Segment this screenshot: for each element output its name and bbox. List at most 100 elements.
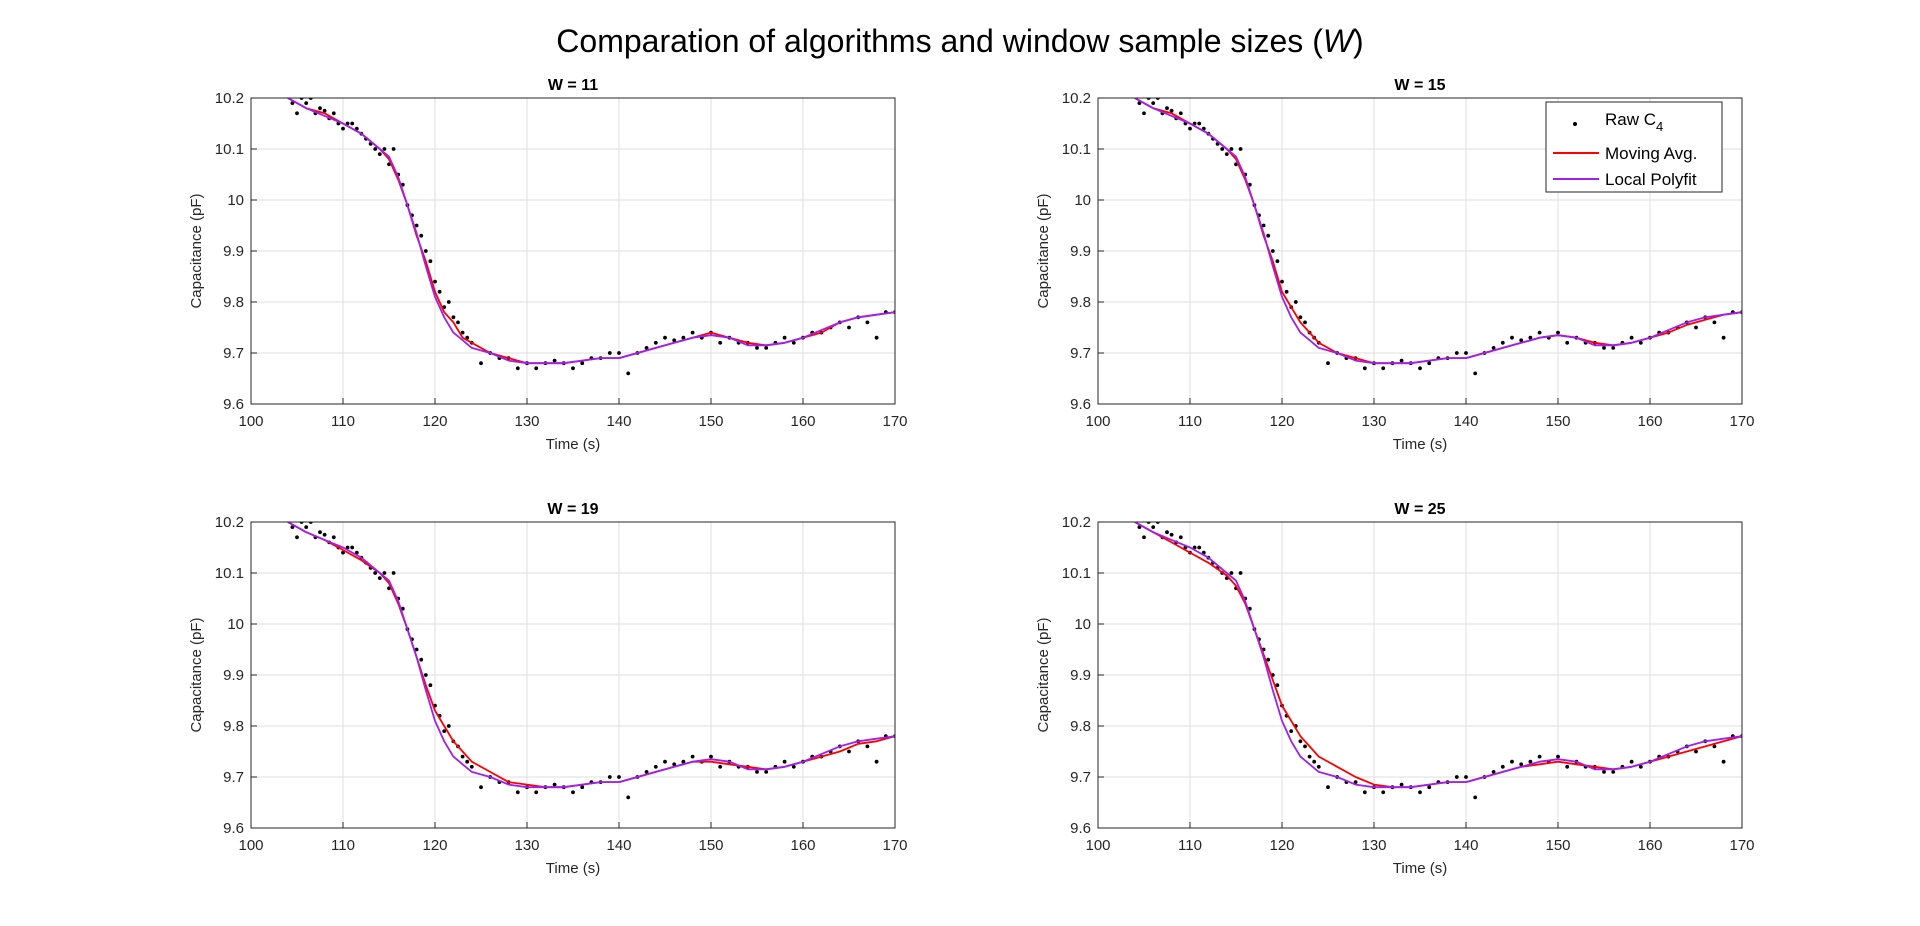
y-tick-label: 9.9	[1070, 667, 1091, 684]
y-tick-label: 10.1	[1062, 141, 1091, 158]
raw-data-point	[1142, 535, 1146, 540]
raw-data-point	[345, 545, 350, 550]
local-polyfit-line	[287, 522, 895, 789]
axes-box	[1097, 97, 1743, 405]
raw-data-point	[534, 790, 539, 795]
axes-box	[1097, 521, 1743, 829]
raw-data-point	[1537, 754, 1542, 759]
raw-data-point	[626, 795, 631, 800]
raw-data-point	[1303, 744, 1307, 749]
raw-data-point	[782, 759, 787, 764]
plot-content	[1134, 98, 1742, 376]
x-tick-label: 150	[698, 413, 723, 430]
raw-data-point	[437, 289, 442, 294]
raw-data-point	[345, 121, 350, 126]
raw-data-point	[1427, 361, 1432, 366]
y-tick-label: 10.1	[1062, 565, 1091, 582]
raw-data-point	[1266, 657, 1271, 662]
x-tick-label: 130	[514, 837, 539, 854]
raw-data-point	[290, 525, 295, 529]
raw-data-point	[465, 335, 470, 340]
raw-data-point	[718, 340, 723, 345]
raw-data-point	[1473, 371, 1478, 376]
raw-data-point	[1298, 315, 1303, 320]
y-tick-label: 10	[1074, 616, 1091, 633]
raw-data-point	[382, 571, 387, 575]
raw-data-point	[1326, 785, 1330, 790]
plot-content	[1134, 522, 1742, 800]
raw-data-point	[1238, 571, 1243, 575]
raw-data-point	[391, 571, 396, 575]
y-tick-label: 10	[227, 192, 244, 209]
raw-data-point	[1275, 259, 1280, 264]
y-tick-label: 10.2	[215, 90, 244, 107]
subplot-3: 100 110 120 130 140 150 160 170 9.6 9.7 9.8 9.9 10 10…	[188, 501, 908, 877]
raw-data-point	[1381, 790, 1386, 795]
raw-data-point	[580, 785, 585, 790]
y-tick-label: 10	[227, 616, 244, 633]
raw-data-point	[782, 335, 787, 340]
raw-data-point	[419, 657, 424, 662]
raw-data-point	[354, 550, 359, 555]
x-tick-label: 140	[606, 837, 631, 854]
y-tick-label: 10.1	[215, 565, 244, 582]
raw-data-point	[1224, 152, 1229, 157]
y-axis-label: Capacitance (pF)	[1035, 193, 1052, 308]
raw-data-point	[552, 782, 557, 787]
raw-data-point	[1491, 770, 1496, 774]
raw-data-point	[1464, 351, 1468, 355]
y-tick-label: 9.9	[1070, 243, 1091, 260]
raw-data-point	[1721, 759, 1726, 764]
y-tick-label: 9.9	[223, 243, 244, 260]
raw-data-point	[607, 351, 612, 355]
raw-data-point	[1611, 346, 1616, 350]
raw-data-point	[1298, 739, 1303, 744]
raw-data-point	[1192, 545, 1197, 550]
raw-data-point	[1602, 770, 1606, 774]
raw-data-point	[607, 775, 612, 779]
raw-data-point	[382, 147, 387, 151]
raw-data-point	[1519, 762, 1524, 767]
legend: Raw C4 Moving Avg. Local Polyfit	[1545, 101, 1723, 193]
raw-data-point	[1418, 790, 1422, 795]
raw-data-point	[617, 775, 621, 779]
raw-data-point	[1454, 351, 1459, 355]
legend-raw-marker	[1573, 122, 1577, 126]
raw-data-point	[1537, 330, 1542, 335]
raw-data-point	[865, 744, 870, 749]
raw-data-point	[1638, 764, 1643, 769]
raw-data-point	[304, 101, 309, 105]
x-tick-label: 130	[1361, 837, 1386, 854]
raw-data-point	[764, 346, 769, 350]
x-axis-label: Time (s)	[546, 436, 600, 453]
raw-data-point	[1326, 361, 1330, 366]
raw-data-point	[350, 121, 355, 126]
raw-data-point	[764, 770, 769, 774]
x-tick-label: 170	[1729, 837, 1754, 854]
y-axis-label: Capacitance (pF)	[1035, 617, 1052, 732]
raw-data-point	[295, 111, 299, 116]
raw-data-point	[791, 340, 796, 345]
y-tick-label: 9.7	[1070, 769, 1091, 786]
y-tick-label: 9.8	[1070, 718, 1091, 735]
raw-data-point	[847, 749, 851, 754]
x-tick-label: 160	[1637, 837, 1662, 854]
raw-data-point	[1192, 121, 1197, 126]
raw-data-point	[580, 361, 585, 366]
raw-data-point	[295, 535, 299, 540]
raw-data-point	[331, 535, 336, 540]
raw-data-point	[331, 111, 336, 116]
y-axis-label: Capacitance (pF)	[188, 193, 205, 308]
raw-data-point	[1362, 790, 1367, 795]
raw-data-point	[1312, 759, 1317, 764]
raw-data-point	[341, 550, 345, 555]
raw-data-point	[1220, 147, 1225, 151]
x-tick-label: 150	[1545, 413, 1570, 430]
raw-data-point	[1151, 525, 1156, 529]
raw-data-point	[1629, 759, 1634, 764]
x-tick-label: 110	[331, 837, 355, 854]
raw-data-point	[681, 759, 686, 764]
y-tick-label: 10.2	[1062, 514, 1091, 531]
raw-data-point	[1694, 749, 1698, 754]
